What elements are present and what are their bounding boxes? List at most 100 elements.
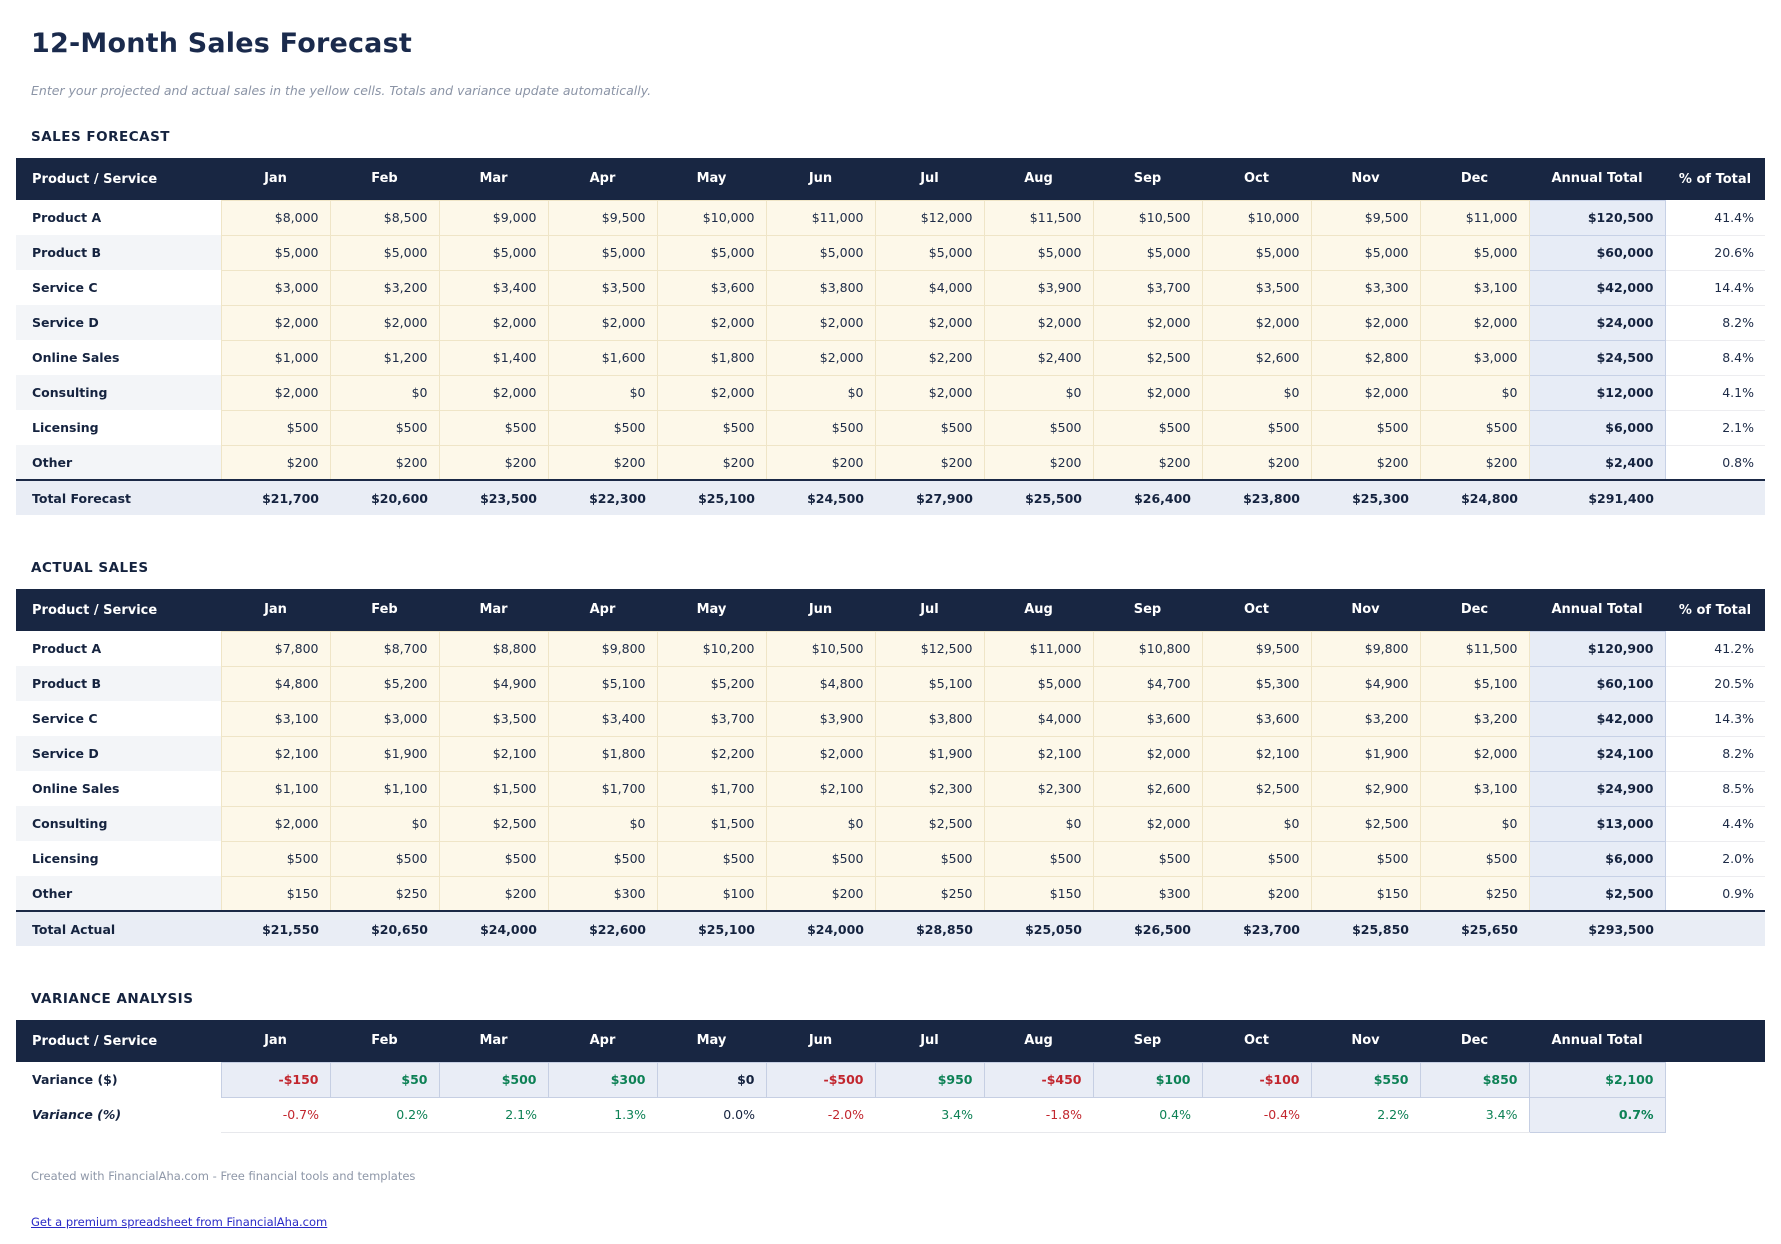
input-cell[interactable]: $8,500 [329, 199, 440, 236]
premium-spreadsheet-link[interactable]: Get a premium spreadsheet from Financial… [31, 1214, 328, 1229]
input-cell[interactable]: $500 [1201, 840, 1312, 877]
input-cell[interactable]: $1,500 [438, 770, 549, 807]
input-cell[interactable]: $150 [220, 875, 331, 912]
input-cell[interactable]: $500 [1092, 840, 1203, 877]
input-cell[interactable]: $200 [438, 875, 549, 912]
input-cell[interactable]: $150 [1310, 875, 1421, 912]
input-cell[interactable]: $5,000 [1092, 234, 1203, 271]
input-cell[interactable]: $2,300 [983, 770, 1094, 807]
input-cell[interactable]: $500 [765, 409, 876, 446]
input-cell[interactable]: $2,600 [1092, 770, 1203, 807]
input-cell[interactable]: $100 [656, 875, 767, 912]
input-cell[interactable]: $500 [547, 840, 658, 877]
input-cell[interactable]: $1,600 [547, 339, 658, 376]
input-cell[interactable]: $500 [220, 409, 331, 446]
input-cell[interactable]: $200 [329, 444, 440, 481]
input-cell[interactable]: $2,000 [1310, 374, 1421, 411]
input-cell[interactable]: $10,200 [656, 630, 767, 667]
input-cell[interactable]: $3,800 [765, 269, 876, 306]
input-cell[interactable]: $250 [874, 875, 985, 912]
input-cell[interactable]: $2,500 [1310, 805, 1421, 842]
input-cell[interactable]: $0 [983, 805, 1094, 842]
input-cell[interactable]: $1,800 [656, 339, 767, 376]
input-cell[interactable]: $250 [329, 875, 440, 912]
input-cell[interactable]: $10,500 [765, 630, 876, 667]
input-cell[interactable]: $4,000 [983, 700, 1094, 737]
input-cell[interactable]: $3,900 [765, 700, 876, 737]
input-cell[interactable]: $2,100 [438, 735, 549, 772]
input-cell[interactable]: $10,800 [1092, 630, 1203, 667]
input-cell[interactable]: $500 [547, 409, 658, 446]
input-cell[interactable]: $2,800 [1310, 339, 1421, 376]
input-cell[interactable]: $200 [438, 444, 549, 481]
input-cell[interactable]: $5,000 [1201, 234, 1312, 271]
input-cell[interactable]: $2,000 [656, 304, 767, 341]
input-cell[interactable]: $11,000 [765, 199, 876, 236]
input-cell[interactable]: $10,500 [1092, 199, 1203, 236]
input-cell[interactable]: $0 [1201, 374, 1312, 411]
input-cell[interactable]: $0 [1419, 374, 1530, 411]
input-cell[interactable]: $2,200 [874, 339, 985, 376]
input-cell[interactable]: $3,500 [438, 700, 549, 737]
input-cell[interactable]: $500 [656, 840, 767, 877]
input-cell[interactable]: $3,100 [1419, 269, 1530, 306]
input-cell[interactable]: $500 [1092, 409, 1203, 446]
input-cell[interactable]: $3,500 [1201, 269, 1312, 306]
input-cell[interactable]: $2,000 [1201, 304, 1312, 341]
input-cell[interactable]: $2,000 [220, 374, 331, 411]
input-cell[interactable]: $200 [983, 444, 1094, 481]
input-cell[interactable]: $2,000 [1092, 374, 1203, 411]
input-cell[interactable]: $5,100 [547, 665, 658, 702]
input-cell[interactable]: $5,000 [220, 234, 331, 271]
input-cell[interactable]: $4,900 [1310, 665, 1421, 702]
input-cell[interactable]: $5,000 [874, 234, 985, 271]
input-cell[interactable]: $1,000 [220, 339, 331, 376]
input-cell[interactable]: $7,800 [220, 630, 331, 667]
input-cell[interactable]: $2,100 [1201, 735, 1312, 772]
input-cell[interactable]: $5,000 [1419, 234, 1530, 271]
input-cell[interactable]: $5,300 [1201, 665, 1312, 702]
input-cell[interactable]: $500 [874, 840, 985, 877]
input-cell[interactable]: $500 [983, 840, 1094, 877]
input-cell[interactable]: $0 [329, 374, 440, 411]
input-cell[interactable]: $9,000 [438, 199, 549, 236]
input-cell[interactable]: $4,700 [1092, 665, 1203, 702]
input-cell[interactable]: $2,000 [220, 304, 331, 341]
input-cell[interactable]: $3,000 [1419, 339, 1530, 376]
input-cell[interactable]: $300 [1092, 875, 1203, 912]
input-cell[interactable]: $5,100 [874, 665, 985, 702]
input-cell[interactable]: $9,800 [547, 630, 658, 667]
input-cell[interactable]: $5,000 [983, 665, 1094, 702]
input-cell[interactable]: $200 [1310, 444, 1421, 481]
input-cell[interactable]: $300 [547, 875, 658, 912]
input-cell[interactable]: $2,400 [983, 339, 1094, 376]
input-cell[interactable]: $9,500 [1201, 630, 1312, 667]
input-cell[interactable]: $1,900 [874, 735, 985, 772]
input-cell[interactable]: $200 [656, 444, 767, 481]
input-cell[interactable]: $8,000 [220, 199, 331, 236]
input-cell[interactable]: $11,000 [983, 630, 1094, 667]
input-cell[interactable]: $5,200 [329, 665, 440, 702]
input-cell[interactable]: $0 [1201, 805, 1312, 842]
input-cell[interactable]: $2,000 [1092, 735, 1203, 772]
input-cell[interactable]: $8,800 [438, 630, 549, 667]
input-cell[interactable]: $1,800 [547, 735, 658, 772]
input-cell[interactable]: $500 [329, 409, 440, 446]
input-cell[interactable]: $9,800 [1310, 630, 1421, 667]
input-cell[interactable]: $2,000 [220, 805, 331, 842]
input-cell[interactable]: $0 [765, 805, 876, 842]
input-cell[interactable]: $2,000 [983, 304, 1094, 341]
input-cell[interactable]: $1,700 [656, 770, 767, 807]
input-cell[interactable]: $500 [1201, 409, 1312, 446]
input-cell[interactable]: $2,000 [874, 304, 985, 341]
input-cell[interactable]: $200 [1201, 444, 1312, 481]
input-cell[interactable]: $3,800 [874, 700, 985, 737]
input-cell[interactable]: $4,800 [765, 665, 876, 702]
input-cell[interactable]: $2,100 [220, 735, 331, 772]
input-cell[interactable]: $3,000 [329, 700, 440, 737]
input-cell[interactable]: $3,600 [1092, 700, 1203, 737]
input-cell[interactable]: $3,200 [329, 269, 440, 306]
input-cell[interactable]: $0 [547, 374, 658, 411]
input-cell[interactable]: $3,400 [547, 700, 658, 737]
input-cell[interactable]: $2,300 [874, 770, 985, 807]
